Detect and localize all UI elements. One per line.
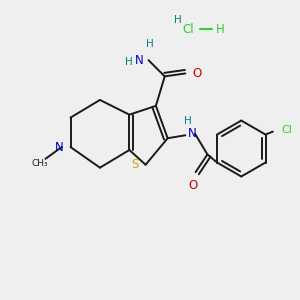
Text: CH₃: CH₃ <box>31 159 48 168</box>
Text: O: O <box>193 67 202 80</box>
Text: O: O <box>188 179 197 192</box>
Text: S: S <box>132 158 139 171</box>
Text: N: N <box>188 127 197 140</box>
Text: H: H <box>216 23 225 36</box>
Text: H: H <box>174 15 182 25</box>
Text: H: H <box>146 39 154 49</box>
Text: Cl: Cl <box>282 125 292 135</box>
Text: Cl: Cl <box>182 23 194 36</box>
Text: N: N <box>134 54 143 67</box>
Text: N: N <box>55 141 64 154</box>
Text: H: H <box>184 116 192 126</box>
Text: H: H <box>125 57 133 67</box>
